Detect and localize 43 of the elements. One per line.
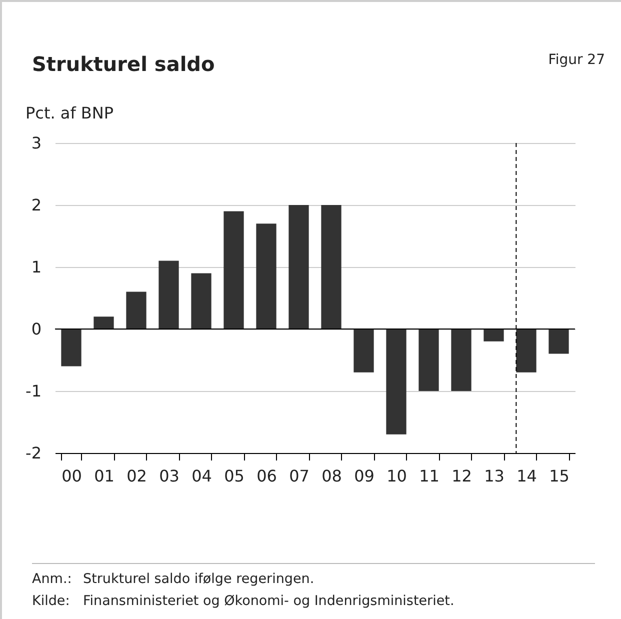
- x-tick-label: 03: [159, 466, 180, 486]
- x-tick-label: 04: [192, 466, 212, 486]
- text: Kilde: Finansministeriet og Økonomi- og Indenrigsministeriet.: [32, 592, 454, 611]
- y-axis-title: Pct. af BNP: [26, 104, 114, 122]
- bar: [126, 292, 146, 329]
- bar: [256, 224, 276, 329]
- bar: [321, 205, 342, 329]
- bar: [61, 329, 82, 366]
- bar: [418, 329, 439, 391]
- y-tick-label: -2: [26, 444, 42, 462]
- x-tick-label: 09: [354, 466, 374, 486]
- text: Anm.: Strukturel saldo ifølge regeringen.: [32, 570, 314, 589]
- bar: [354, 329, 374, 372]
- bar: [191, 273, 212, 329]
- x-tick-label: 08: [322, 466, 342, 486]
- x-tick-label: 06: [256, 466, 277, 486]
- bar: [288, 205, 309, 329]
- bar: [224, 211, 244, 329]
- x-tick-label: 13: [484, 466, 504, 486]
- text: Figur 27: [548, 52, 605, 68]
- x-tick-label: 00: [62, 466, 82, 486]
- chart-title: Strukturel saldo: [32, 52, 215, 76]
- bar: [158, 260, 179, 329]
- y-tick-label: 0: [31, 320, 42, 338]
- x-tick-label: 10: [386, 466, 407, 486]
- x-tick-label: 05: [224, 466, 244, 486]
- x-tick-label: 02: [126, 466, 147, 486]
- bar: [548, 329, 569, 354]
- bar: [451, 329, 472, 391]
- bar: [516, 329, 536, 372]
- bar: [484, 329, 504, 342]
- y-tick-label: 2: [31, 196, 42, 214]
- x-tick-label: 11: [419, 466, 440, 486]
- x-tick-label: 12: [452, 466, 472, 486]
- y-tick-label: 3: [31, 134, 42, 152]
- x-tick-label: 07: [289, 466, 310, 486]
- x-tick-label: 01: [94, 466, 114, 486]
- bar: [94, 316, 114, 329]
- y-tick-label: 1: [31, 258, 42, 276]
- x-tick-label: 15: [549, 466, 570, 486]
- y-tick-label: -1: [26, 382, 42, 400]
- x-tick-label: 14: [516, 466, 537, 486]
- bar: [386, 329, 406, 434]
